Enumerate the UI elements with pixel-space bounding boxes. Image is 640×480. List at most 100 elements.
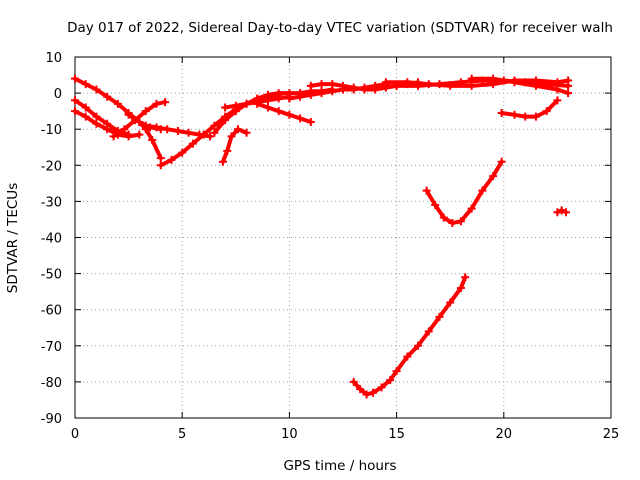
data-point [227, 132, 236, 141]
series-line [499, 98, 560, 119]
x-tick-label: 10 [281, 427, 298, 442]
data-point [141, 121, 150, 130]
x-tick-label: 15 [388, 427, 405, 442]
data-point [510, 78, 519, 87]
data-point [206, 132, 215, 141]
data-point [564, 76, 573, 85]
data-point [403, 352, 412, 361]
y-tick-label: -90 [41, 412, 62, 427]
data-point [531, 81, 540, 90]
data-point [339, 81, 347, 90]
data-point [296, 114, 305, 123]
y-tick-label: -70 [41, 340, 62, 355]
x-tick-label: 25 [603, 427, 620, 442]
data-point [422, 186, 431, 195]
data-point [328, 87, 337, 96]
data-point [431, 201, 440, 210]
data-point [156, 154, 165, 163]
data-point [81, 80, 90, 89]
series-arc-20 [553, 206, 570, 217]
data-point [152, 99, 161, 108]
y-tick-label: -60 [41, 304, 62, 319]
data-point [349, 377, 358, 386]
data-point [92, 112, 101, 121]
data-point [156, 161, 165, 170]
data-point [161, 98, 170, 107]
data-point [163, 125, 172, 134]
data-point [242, 128, 251, 137]
data-point [403, 78, 412, 87]
data-point [386, 376, 395, 385]
x-tick-label: 0 [71, 427, 79, 442]
data-point [489, 74, 498, 83]
data-point [141, 107, 150, 116]
data-point [263, 103, 272, 112]
data-point [81, 103, 90, 112]
data-point [231, 101, 240, 110]
series-line [383, 78, 571, 88]
data-point [103, 125, 112, 134]
series-line [351, 275, 468, 397]
data-series [71, 74, 573, 399]
data-point [109, 132, 118, 141]
data-point [553, 85, 562, 94]
series-arc-18 [422, 157, 506, 228]
data-point [435, 312, 444, 321]
data-point [497, 108, 506, 117]
data-point [274, 94, 283, 103]
data-point [467, 204, 476, 213]
series-arc-11 [253, 99, 315, 126]
data-point [253, 99, 262, 108]
data-point [178, 148, 187, 157]
data-point [531, 112, 540, 121]
data-point [92, 119, 101, 128]
data-point [167, 155, 176, 164]
data-point [553, 208, 562, 217]
data-point [274, 107, 283, 116]
series-arc-1 [71, 74, 165, 163]
data-point [210, 128, 219, 137]
y-tick-label: 0 [54, 87, 62, 102]
data-point [467, 74, 476, 83]
data-point [414, 341, 423, 350]
data-point [184, 128, 193, 137]
series-arc-3 [71, 107, 144, 141]
data-point [424, 327, 433, 336]
series-arc-4 [109, 98, 170, 141]
data-point [371, 83, 380, 92]
series-arc-16 [467, 74, 573, 98]
y-tick-label: 10 [45, 51, 62, 66]
y-tick-label: -40 [41, 232, 62, 247]
data-point [124, 132, 133, 141]
data-point [448, 219, 457, 228]
data-point [71, 107, 79, 116]
data-point [557, 206, 566, 215]
x-tick-label: 5 [178, 427, 186, 442]
data-point [561, 208, 570, 217]
data-point [306, 90, 315, 99]
data-point [120, 125, 129, 134]
data-point [233, 125, 242, 134]
series-arc-17 [497, 96, 562, 121]
data-point [306, 117, 315, 126]
data-point [446, 81, 455, 90]
data-point [553, 96, 562, 105]
data-point [135, 117, 144, 126]
data-point [152, 123, 161, 132]
data-point [356, 385, 365, 394]
series-line [220, 127, 249, 164]
data-point [349, 83, 358, 92]
data-point [542, 107, 551, 116]
data-point [285, 94, 294, 103]
data-point [456, 217, 465, 226]
data-point [461, 273, 470, 282]
data-point [81, 112, 90, 121]
data-point [369, 388, 378, 397]
y-axis-label: SDTVAR / TECUs [5, 183, 21, 293]
data-point [446, 298, 455, 307]
data-point [218, 157, 227, 166]
data-point [381, 78, 390, 87]
y-tick-label: -30 [41, 195, 62, 210]
data-point [467, 81, 476, 90]
